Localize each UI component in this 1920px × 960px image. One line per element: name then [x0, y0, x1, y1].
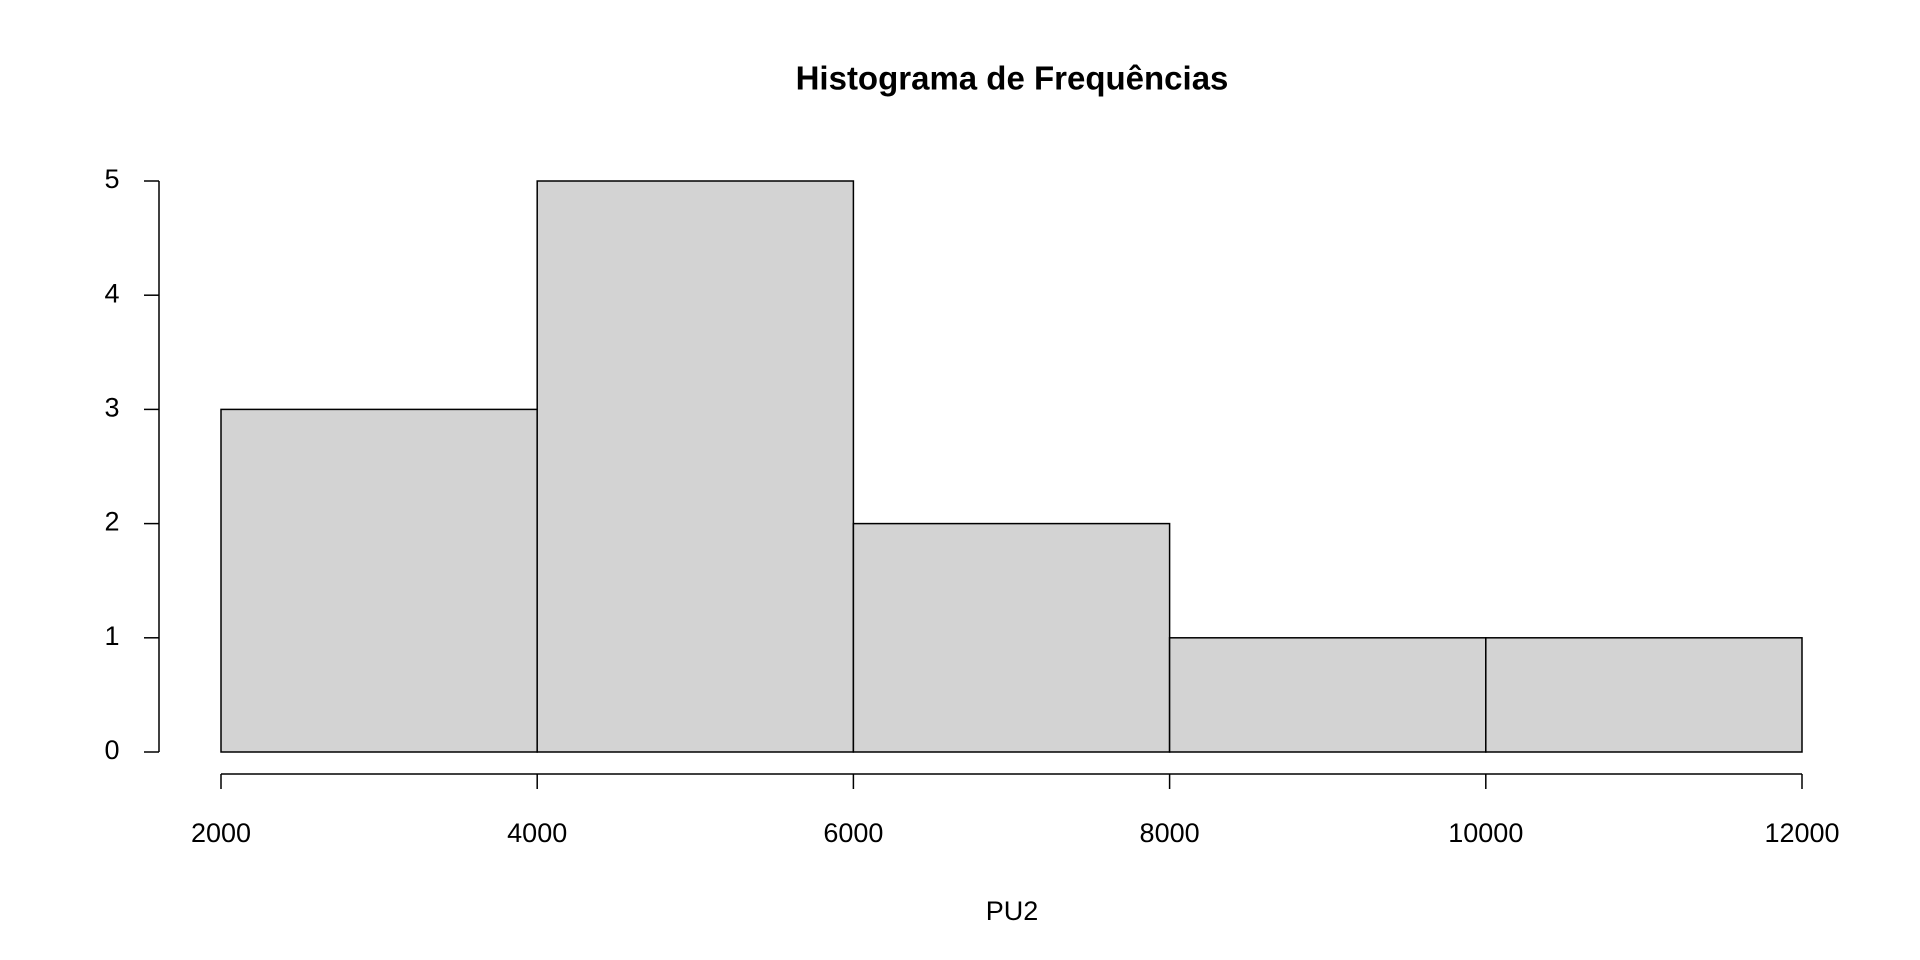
chart-title: Histograma de Frequências	[796, 60, 1229, 97]
y-tick-label: 3	[104, 393, 119, 423]
bar	[220, 408, 538, 753]
y-tick-label: 0	[104, 735, 119, 765]
x-tick-label: 4000	[507, 818, 567, 848]
bar	[1168, 637, 1487, 753]
y-tick-label: 5	[104, 164, 119, 194]
bar	[852, 522, 1171, 753]
x-tick-label: 12000	[1764, 818, 1839, 848]
y-tick-label: 4	[104, 278, 119, 308]
y-tick-label: 2	[104, 507, 119, 537]
y-tick-label: 1	[104, 621, 119, 651]
x-tick-label: 10000	[1448, 818, 1523, 848]
x-tick-label: 8000	[1140, 818, 1200, 848]
x-tick-label: 2000	[191, 818, 251, 848]
bar	[1485, 637, 1803, 753]
bar	[536, 180, 855, 753]
x-tick-label: 6000	[823, 818, 883, 848]
x-axis-label: PU2	[986, 896, 1039, 926]
